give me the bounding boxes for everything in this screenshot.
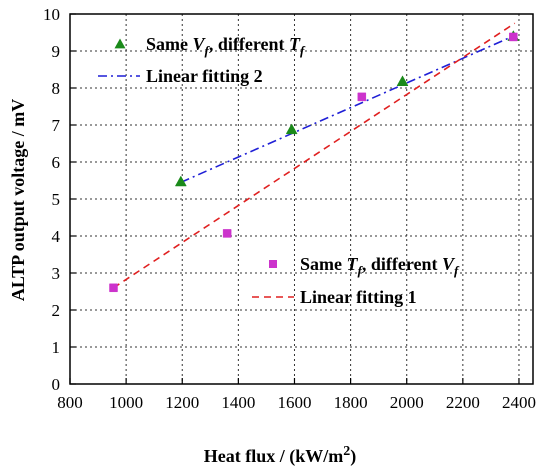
- axis-ticks: 800 1000 1200 1400 1600 1800 2000 2200 2400 0 1 2 3 4…: [43, 5, 536, 412]
- grid: [70, 14, 533, 384]
- legend-label-series-2: Same Tf, different Vf: [300, 254, 460, 278]
- y-tick-label: 1: [52, 338, 61, 357]
- x-tick-label: 2400: [502, 393, 536, 412]
- legend-label-fit-1: Linear fitting 1: [300, 287, 417, 307]
- data-point-triangle: [396, 75, 409, 86]
- fit-lines: [113, 22, 516, 289]
- x-tick-label: 800: [57, 393, 83, 412]
- fit-line-1: [180, 34, 516, 184]
- y-tick-label: 0: [52, 375, 61, 394]
- data-point-square: [357, 92, 367, 102]
- x-tick-label: 1200: [165, 393, 199, 412]
- x-tick-label: 2200: [446, 393, 480, 412]
- y-tick-label: 7: [52, 116, 61, 135]
- data-markers: [109, 30, 520, 293]
- legend-top: Same Vf, different Tf Linear fitting 2: [98, 34, 306, 86]
- data-point-triangle: [174, 175, 187, 187]
- x-tick-label: 1400: [221, 393, 255, 412]
- y-tick-label: 9: [52, 42, 61, 61]
- legend-label-series-1: Same Vf, different Tf: [146, 34, 306, 58]
- y-tick-label: 2: [52, 301, 61, 320]
- x-axis-title: Heat flux / (kW/m2): [204, 444, 357, 467]
- data-point-square: [509, 32, 518, 42]
- y-tick-label: 10: [43, 5, 60, 24]
- data-point-square: [222, 229, 232, 238]
- x-tick-label: 1800: [334, 393, 368, 412]
- data-point-square: [109, 283, 118, 293]
- y-tick-label: 8: [52, 79, 61, 98]
- y-tick-label: 3: [52, 264, 61, 283]
- x-tick-label: 1600: [277, 393, 311, 412]
- x-tick-label: 1000: [109, 393, 143, 412]
- y-tick-label: 6: [52, 153, 61, 172]
- y-axis-title: ALTP output voltage / mV: [8, 99, 28, 301]
- x-tick-label: 2000: [390, 393, 424, 412]
- legend-bottom: Same Tf, different Vf Linear fitting 1: [252, 254, 460, 307]
- y-tick-label: 4: [52, 227, 61, 246]
- legend-label-fit-2: Linear fitting 2: [146, 66, 263, 86]
- fit-line-2: [113, 22, 516, 289]
- legend-marker-square: [269, 260, 277, 268]
- data-point-triangle: [285, 123, 298, 135]
- legend-marker-triangle: [114, 38, 126, 49]
- y-tick-label: 5: [52, 190, 61, 209]
